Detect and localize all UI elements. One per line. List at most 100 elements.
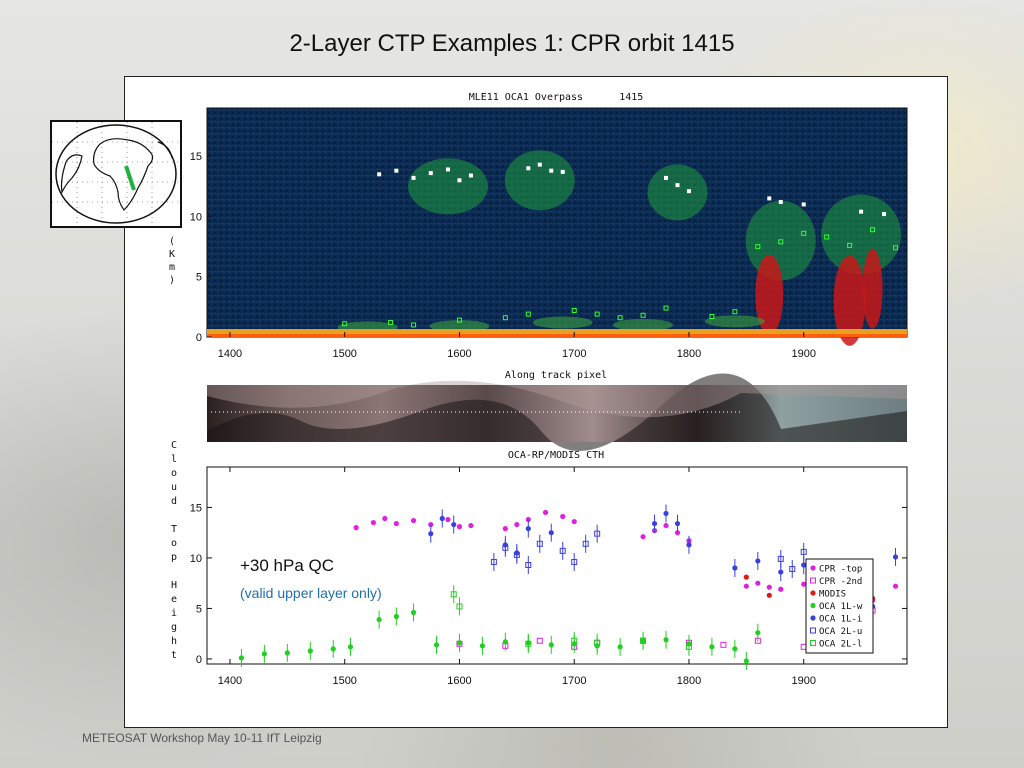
data-point — [347, 644, 354, 650]
cloud-lower-point — [411, 322, 417, 328]
legend-label: MODIS — [819, 590, 846, 600]
data-point — [490, 558, 497, 565]
data-point — [801, 581, 807, 587]
y-tick-label: 0 — [196, 654, 202, 666]
data-point — [376, 616, 382, 623]
cloud-top-point — [549, 168, 554, 173]
data-point — [560, 513, 566, 520]
x-tick-label: 1800 — [677, 675, 701, 687]
data-point — [456, 640, 463, 646]
cloud-region — [407, 158, 488, 215]
data-point — [755, 580, 761, 586]
legend-marker — [810, 627, 816, 634]
y-axis-label-char: g — [171, 622, 177, 633]
cloud-top-point — [411, 175, 416, 180]
data-point — [571, 518, 577, 525]
data-point — [433, 642, 440, 648]
legend-label: CPR -2nd — [819, 577, 862, 587]
top-plot-ground-line — [207, 334, 907, 337]
cloud-top-point — [428, 171, 433, 176]
cloud-top-point — [778, 200, 783, 205]
y-tick-label: 5 — [196, 272, 202, 284]
bottom-plot-axes: 1400 1500 1600 1700 1800 1900 0 5 10 15 — [190, 467, 907, 687]
data-point — [370, 519, 376, 526]
data-point — [755, 630, 761, 636]
data-point — [445, 516, 451, 523]
top-plot-xlabel: Along track pixel — [505, 370, 607, 381]
data-point — [685, 643, 692, 650]
data-point — [450, 591, 457, 598]
figure-panel: MLE11 OCA1 Overpass 1415 1400 1500 1600 170… — [124, 76, 948, 728]
x-tick-label: 1600 — [447, 348, 471, 360]
legend-marker — [810, 565, 816, 571]
cloud-lower-point — [617, 315, 623, 321]
data-point — [559, 547, 566, 554]
y-axis-label-char: t — [171, 650, 177, 661]
x-tick-label: 1900 — [791, 348, 815, 360]
y-axis-label-char: p — [171, 552, 177, 563]
data-point — [451, 521, 457, 528]
cloud-top-point — [859, 209, 864, 214]
cloud-top-point — [686, 189, 691, 194]
cloud-top-point — [801, 202, 806, 207]
cloud-lower-point — [640, 312, 646, 318]
top-plot-axes: 1400 1500 1600 1700 1800 1900 0 5 10 15 — [190, 151, 816, 360]
data-point — [617, 644, 623, 650]
y-tick-label: 15 — [190, 151, 202, 163]
data-point — [582, 540, 589, 547]
y-axis-label-char: h — [171, 636, 177, 647]
cloud-lower-point — [847, 242, 853, 248]
africa-outline — [93, 138, 154, 211]
x-tick-label: 1800 — [677, 348, 701, 360]
x-tick-label: 1900 — [791, 675, 815, 687]
data-point — [571, 558, 578, 565]
data-point — [755, 558, 761, 564]
legend-label: OCA 1L-i — [819, 615, 862, 625]
orbit-track — [124, 165, 136, 191]
data-point — [353, 525, 359, 531]
legend-label: CPR -top — [819, 565, 862, 575]
qc-annotation-note: (valid upper layer only) — [240, 585, 382, 601]
y-tick-label: 5 — [196, 603, 202, 615]
data-point — [663, 510, 669, 517]
x-tick-label: 1700 — [562, 348, 586, 360]
y-axis-label-char: o — [171, 468, 177, 479]
cloud-top-point — [882, 212, 887, 217]
cloud-lower-point — [824, 234, 830, 240]
cloud-lower-point — [732, 309, 738, 315]
cloud-lower-point — [870, 227, 876, 233]
y-tick-label: 0 — [196, 332, 202, 344]
data-point — [801, 562, 807, 568]
low-cloud-region — [704, 315, 765, 328]
data-point — [261, 651, 267, 657]
data-point — [663, 522, 669, 529]
y-tick-label: 10 — [190, 211, 202, 223]
data-point — [732, 565, 738, 571]
cloud-top-point — [445, 167, 450, 172]
chart-legend: CPR -top CPR -2nd MODIS OCA 1L-w OCA 1L-i OCA… — [805, 558, 874, 654]
y-axis-label-char: e — [171, 594, 177, 605]
top-plot-ground — [207, 329, 907, 337]
legend-label: OCA 2L-u — [819, 627, 862, 637]
cloud-top-point — [767, 196, 772, 201]
top-plot-ylabel: (Km) — [169, 236, 175, 286]
precip-region — [755, 254, 784, 335]
cloud-lower-point — [893, 245, 899, 251]
cloud-lower-point — [525, 311, 531, 317]
cloud-top-point — [675, 183, 680, 188]
data-point — [743, 574, 749, 580]
data-point — [393, 520, 399, 527]
cloud-lower-point — [342, 321, 348, 327]
cloud-top-point — [457, 178, 462, 183]
legend-marker — [810, 602, 816, 609]
data-point — [789, 566, 796, 573]
data-point — [651, 520, 658, 527]
y-axis-label-char: d — [171, 496, 177, 507]
data-point — [468, 522, 474, 529]
y-axis-label-char: ( — [169, 236, 175, 247]
top-plot-series — [342, 162, 899, 328]
data-point — [778, 586, 784, 592]
data-point — [674, 530, 681, 536]
cloud-region — [504, 150, 575, 211]
data-point — [439, 515, 445, 522]
